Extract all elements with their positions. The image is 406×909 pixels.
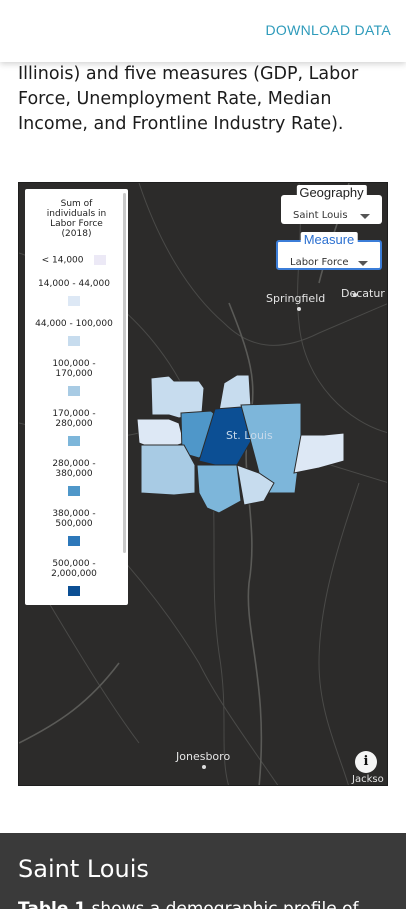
measure-value: Labor Force: [290, 257, 349, 268]
city-label-jonesboro: Jonesboro: [176, 750, 231, 763]
top-bar: DOWNLOAD DATA: [0, 0, 406, 62]
legend-swatch: [68, 536, 80, 546]
city-label-jackson: Jackso: [352, 774, 384, 785]
chevron-down-icon: [358, 261, 368, 266]
measure-select[interactable]: Measure Labor Force: [276, 232, 382, 270]
choropleth-map[interactable]: Springfield Decatur St. Louis Jonesboro …: [18, 182, 388, 786]
intro-paragraph: Illinois) and five measures (GDP, Labor …: [18, 64, 359, 134]
legend-item: 170,000 - 280,000: [25, 409, 123, 449]
region-section: Saint Louis Table 1 shows a demographic …: [0, 833, 406, 909]
legend-scrollbar[interactable]: [123, 193, 126, 553]
chevron-down-icon: [360, 214, 370, 219]
legend-title: Sum of individuals in Labor Force (2018): [46, 199, 107, 239]
download-data-link[interactable]: DOWNLOAD DATA: [265, 22, 391, 38]
legend-item: 100,000 - 170,000: [25, 359, 123, 399]
section-body: Table 1 shows a demographic profile of: [18, 899, 359, 909]
legend-item: 380,000 - 500,000: [25, 509, 123, 549]
legend-item: 14,000 - 44,000: [25, 279, 123, 309]
legend-swatch: [68, 386, 80, 396]
city-label-st-louis: St. Louis: [226, 429, 273, 442]
choropleth-regions: [136, 374, 345, 514]
section-title: Saint Louis: [18, 855, 149, 883]
legend-item: 44,000 - 100,000: [25, 319, 123, 349]
measure-caption: Measure: [300, 232, 358, 247]
city-label-decatur: Decatur: [341, 287, 385, 300]
legend-swatch: [68, 296, 80, 306]
legend-swatch: [68, 486, 80, 496]
geography-value: Saint Louis: [293, 210, 348, 221]
geography-caption: Geography: [296, 185, 367, 200]
map-basemap: [19, 183, 387, 785]
map-legend: Sum of individuals in Labor Force (2018)…: [25, 189, 128, 605]
legend-swatch: [68, 586, 80, 596]
info-icon[interactable]: i: [355, 751, 377, 773]
city-label-springfield: Springfield: [266, 292, 326, 305]
legend-item: 500,000 - 2,000,000: [25, 559, 123, 599]
legend-swatch: [68, 436, 80, 446]
legend-item: < 14,000: [25, 255, 123, 266]
legend-swatch: [68, 336, 80, 346]
geography-select[interactable]: Geography Saint Louis: [281, 185, 382, 224]
legend-item: 280,000 - 380,000: [25, 459, 123, 499]
legend-swatch: [94, 255, 107, 265]
